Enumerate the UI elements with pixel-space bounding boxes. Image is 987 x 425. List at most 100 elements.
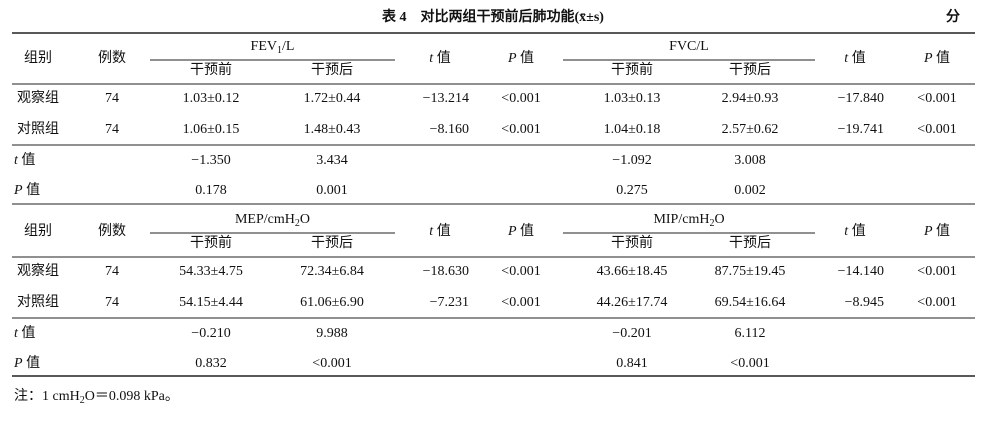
text-part: FVC/L (669, 39, 709, 54)
caption-unit: 分 (946, 9, 960, 25)
row-n: 74 (105, 122, 119, 137)
cell: <0.001 (917, 122, 956, 137)
stat-word: 值 (520, 223, 534, 239)
stat-word: 值 (437, 223, 451, 239)
stat-symbol: P (13, 356, 23, 371)
header-p: P 值 (507, 50, 534, 66)
cell: 54.33±4.75 (179, 264, 243, 279)
cell: <0.001 (501, 264, 540, 279)
cell: <0.001 (917, 91, 956, 106)
cell: 6.112 (735, 326, 766, 341)
cell: −19.741 (838, 122, 884, 137)
stat-word: 值 (26, 355, 40, 371)
row-n: 74 (105, 295, 119, 310)
cell: 0.841 (616, 356, 648, 371)
text-part: /L (282, 39, 294, 54)
cell: −13.214 (423, 91, 469, 106)
cell: <0.001 (501, 91, 540, 106)
subheader: 干预前 (190, 61, 232, 78)
cell: 0.001 (316, 183, 348, 198)
subheader: 干预后 (729, 235, 771, 251)
cell: 1.03±0.13 (604, 91, 661, 106)
stat-symbol: t (429, 51, 434, 66)
measure-header: MIP/cmH2O (653, 212, 724, 229)
stat-word: 值 (936, 50, 950, 66)
stat-word: 值 (936, 223, 950, 239)
stat-symbol: t (429, 224, 434, 239)
cell: 1.72±0.44 (304, 91, 361, 106)
stat-symbol: t (14, 153, 19, 168)
stat-word: 值 (852, 223, 866, 239)
cell: −1.350 (191, 153, 230, 168)
cell: 0.275 (616, 183, 648, 198)
stat-symbol: P (507, 51, 517, 66)
subheader: 干预前 (611, 61, 653, 78)
header-group: 组别 (24, 223, 52, 239)
cell: 0.002 (734, 183, 766, 198)
cell: 0.832 (195, 356, 227, 371)
cell: <0.001 (501, 122, 540, 137)
stat-word: 值 (520, 50, 534, 66)
header-p: P 值 (923, 223, 950, 239)
row-label: 观察组 (17, 262, 59, 279)
row-n: 74 (105, 91, 119, 106)
stat-symbol: P (507, 224, 517, 239)
row-label: 对照组 (17, 294, 59, 310)
cell: 1.06±0.15 (183, 122, 240, 137)
cell: 1.04±0.18 (604, 122, 661, 137)
subscript: 2 (295, 218, 300, 229)
text-part: O (300, 212, 310, 227)
header-n: 例数 (98, 223, 126, 239)
row-label: P 值 (13, 182, 40, 198)
cell: 54.15±4.44 (179, 295, 243, 310)
cell: −0.210 (191, 326, 230, 341)
row-n: 74 (105, 264, 119, 279)
stat-word: 值 (21, 152, 35, 168)
subscript: 2 (709, 218, 714, 229)
text-part: FEV (251, 39, 277, 54)
cell: 61.06±6.90 (300, 295, 364, 310)
measure-header: FEV1/L (251, 39, 295, 56)
stat-word: 值 (437, 50, 451, 66)
stat-word: 值 (852, 50, 866, 66)
cell: −8.160 (430, 122, 469, 137)
row-label: 对照组 (17, 121, 59, 137)
stat-word: 值 (21, 325, 35, 341)
cell: 72.34±6.84 (300, 264, 364, 279)
row-label: P 值 (13, 355, 40, 371)
cell: 43.66±18.45 (597, 264, 668, 279)
text-part: 注：1 cmH (14, 388, 80, 404)
cell: 69.54±16.64 (715, 295, 786, 310)
text-part: O (714, 212, 724, 227)
cell: <0.001 (917, 264, 956, 279)
header-group: 组别 (24, 50, 52, 66)
caption-title: 表 4 对比两组干预前后肺功能(x̄±s) (381, 8, 604, 25)
cell: −18.630 (423, 264, 469, 279)
stat-symbol: P (923, 51, 933, 66)
row-label: t 值 (14, 325, 35, 341)
stat-symbol: t (844, 51, 849, 66)
cell: 1.03±0.12 (183, 91, 240, 106)
note: 注：1 cmH2O＝0.098 kPa。 (14, 388, 179, 406)
cell: −7.231 (430, 295, 469, 310)
cell: 1.48±0.43 (304, 122, 361, 137)
cell: 0.178 (195, 183, 227, 198)
stat-symbol: t (14, 326, 19, 341)
cell: <0.001 (730, 356, 769, 371)
cell: <0.001 (312, 356, 351, 371)
header-p: P 值 (507, 223, 534, 239)
header-t: t 值 (844, 50, 865, 66)
subscript: 1 (277, 45, 282, 56)
measure-header: MEP/cmH2O (235, 212, 310, 229)
cell: 2.57±0.62 (722, 122, 779, 137)
cell: 2.94±0.93 (722, 91, 779, 106)
text-part: MIP/cmH (653, 212, 709, 227)
cell: −8.945 (845, 295, 884, 310)
cell: <0.001 (917, 295, 956, 310)
cell: −1.092 (612, 153, 651, 168)
stat-word: 值 (26, 182, 40, 198)
stat-symbol: P (923, 224, 933, 239)
header-t: t 值 (429, 223, 450, 239)
cell: −14.140 (838, 264, 884, 279)
